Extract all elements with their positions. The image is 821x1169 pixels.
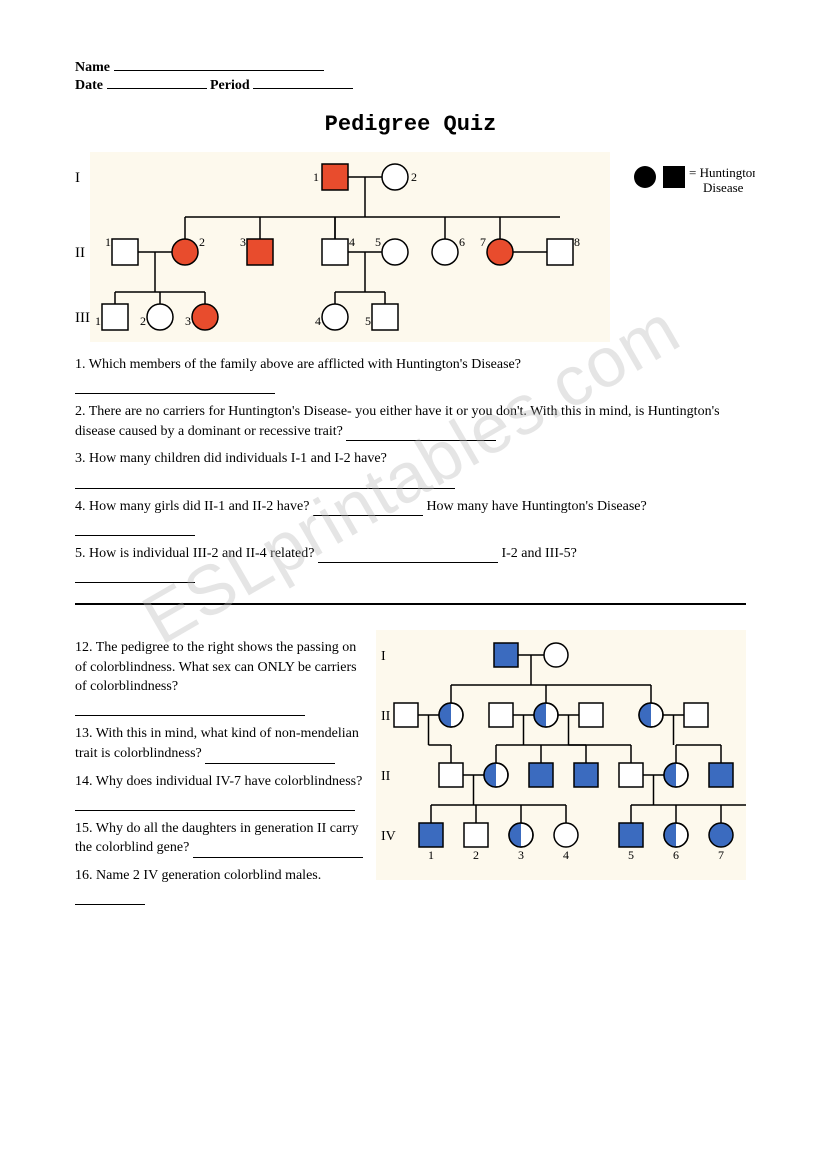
svg-text:1: 1: [313, 170, 319, 184]
svg-text:5: 5: [628, 848, 634, 862]
page-title: Pedigree Quiz: [75, 112, 746, 137]
q14: 14. Why does individual IV-7 have colorb…: [75, 772, 366, 811]
q16: 16. Name 2 IV generation colorblind male…: [75, 866, 366, 905]
q3-blank[interactable]: [75, 475, 455, 489]
q4-mid: How many have Huntington's Disease?: [426, 499, 646, 514]
svg-text:1: 1: [105, 235, 111, 249]
q3-text: 3. How many children did individuals I-1…: [75, 451, 387, 466]
q5-mid: I-2 and III-5?: [501, 546, 576, 561]
svg-text:8: 8: [574, 235, 580, 249]
date-period-line: Date Period: [75, 78, 746, 94]
date-blank[interactable]: [107, 88, 207, 89]
svg-text:6: 6: [459, 235, 465, 249]
svg-text:III: III: [75, 310, 90, 326]
svg-text:4: 4: [563, 848, 569, 862]
pedigree-chart-2: IIIIIIV1234567: [376, 630, 746, 907]
svg-text:7: 7: [480, 235, 486, 249]
pedigree-svg-1: IIIIII121234567812345= Huntington'sDisea…: [75, 147, 755, 347]
q16-blank[interactable]: [75, 891, 145, 905]
svg-text:2: 2: [199, 235, 205, 249]
q4-text: 4. How many girls did II-1 and II-2 have…: [75, 499, 309, 514]
svg-text:1: 1: [95, 314, 101, 328]
svg-text:5: 5: [375, 235, 381, 249]
section-2: 12. The pedigree to the right shows the …: [75, 630, 746, 907]
questions-top: 1. Which members of the family above are…: [75, 355, 746, 583]
section-divider: [75, 603, 746, 605]
pedigree-svg-2: IIIIIIV1234567: [376, 630, 746, 880]
svg-text:6: 6: [673, 848, 679, 862]
svg-text:4: 4: [349, 235, 355, 249]
q12-blank[interactable]: [75, 702, 305, 716]
q1-blank[interactable]: [75, 380, 275, 394]
name-label: Name: [75, 60, 110, 75]
q5-blank1[interactable]: [318, 549, 498, 563]
q13: 13. With this in mind, what kind of non-…: [75, 724, 366, 763]
q14-blank[interactable]: [75, 797, 355, 811]
svg-text:3: 3: [185, 314, 191, 328]
svg-text:II: II: [381, 709, 391, 724]
q15: 15. Why do all the daughters in generati…: [75, 819, 366, 858]
q4-blank1[interactable]: [313, 502, 423, 516]
name-blank[interactable]: [114, 70, 324, 71]
q4-blank2[interactable]: [75, 522, 195, 536]
q3: 3. How many children did individuals I-1…: [75, 449, 746, 488]
q13-blank[interactable]: [205, 750, 335, 764]
q1-text: 1. Which members of the family above are…: [75, 357, 521, 372]
svg-text:IV: IV: [381, 829, 396, 844]
q2: 2. There are no carriers for Huntington'…: [75, 402, 746, 441]
svg-text:7: 7: [718, 848, 724, 862]
q14-text: 14. Why does individual IV-7 have colorb…: [75, 774, 362, 789]
q16-text: 16. Name 2 IV generation colorblind male…: [75, 868, 321, 883]
q12-text: 12. The pedigree to the right shows the …: [75, 640, 357, 694]
svg-text:I: I: [381, 649, 386, 664]
q1: 1. Which members of the family above are…: [75, 355, 746, 394]
questions-bottom: 12. The pedigree to the right shows the …: [75, 630, 366, 907]
worksheet-page: ESLprintables.com Name Date Period Pedig…: [0, 0, 821, 947]
date-label: Date: [75, 78, 103, 93]
svg-text:= Huntington's: = Huntington's: [689, 165, 755, 180]
svg-text:II: II: [75, 245, 85, 261]
q5-text: 5. How is individual III-2 and II-4 rela…: [75, 546, 314, 561]
q5-blank2[interactable]: [75, 569, 195, 583]
q12: 12. The pedigree to the right shows the …: [75, 638, 366, 716]
svg-text:I: I: [75, 170, 80, 186]
svg-text:3: 3: [240, 235, 246, 249]
q15-blank[interactable]: [193, 844, 363, 858]
svg-text:2: 2: [473, 848, 479, 862]
name-line: Name: [75, 60, 746, 76]
svg-text:1: 1: [428, 848, 434, 862]
svg-text:II: II: [381, 769, 391, 784]
svg-text:2: 2: [411, 170, 417, 184]
q4: 4. How many girls did II-1 and II-2 have…: [75, 497, 746, 536]
period-blank[interactable]: [253, 88, 353, 89]
svg-text:4: 4: [315, 314, 321, 328]
svg-text:Disease: Disease: [703, 180, 744, 195]
svg-text:3: 3: [518, 848, 524, 862]
svg-text:2: 2: [140, 314, 146, 328]
period-label: Period: [210, 78, 250, 93]
q5: 5. How is individual III-2 and II-4 rela…: [75, 544, 746, 583]
q2-blank[interactable]: [346, 427, 496, 441]
svg-text:5: 5: [365, 314, 371, 328]
pedigree-chart-1: IIIIII121234567812345= Huntington'sDisea…: [75, 147, 746, 347]
